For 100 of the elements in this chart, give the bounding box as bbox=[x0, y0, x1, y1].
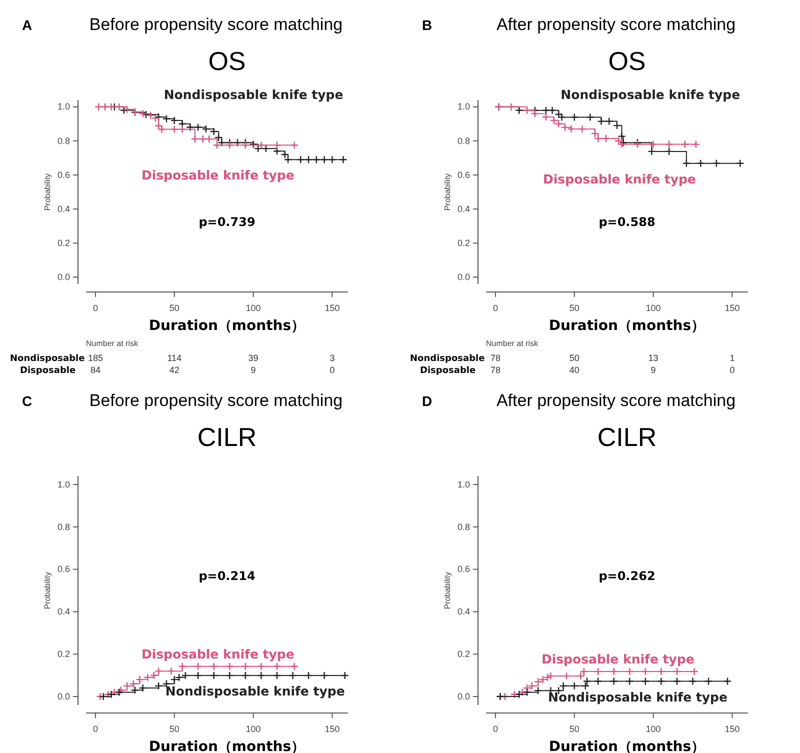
text: 39 bbox=[248, 353, 258, 363]
point bbox=[581, 682, 590, 690]
point bbox=[186, 123, 194, 132]
point bbox=[542, 112, 550, 122]
y-tick-label: 1.0 bbox=[457, 479, 470, 490]
point bbox=[210, 662, 218, 671]
point bbox=[515, 690, 524, 698]
chart-title: After propensity score matching bbox=[496, 15, 736, 34]
point bbox=[290, 141, 298, 150]
point bbox=[507, 102, 516, 111]
text: 3 bbox=[330, 353, 335, 363]
point bbox=[205, 134, 214, 144]
point bbox=[562, 672, 571, 680]
series-label: Nondisposable knife type bbox=[164, 86, 344, 102]
text: 9 bbox=[250, 365, 256, 375]
annotation: p=0.262 bbox=[598, 568, 656, 583]
point bbox=[107, 690, 116, 698]
point bbox=[122, 105, 132, 114]
point bbox=[175, 673, 184, 682]
x-tick-label: 50 bbox=[169, 303, 180, 313]
text: 0 bbox=[730, 365, 735, 375]
chart-subtitle: OS bbox=[608, 46, 646, 76]
point bbox=[534, 686, 542, 695]
point bbox=[107, 102, 116, 111]
y-tick-label: 0.4 bbox=[457, 204, 470, 214]
point bbox=[272, 662, 282, 671]
point bbox=[138, 110, 147, 118]
text: 1 bbox=[730, 353, 735, 363]
point bbox=[672, 677, 682, 686]
y-axis-title: Probability bbox=[443, 173, 452, 211]
point bbox=[272, 147, 282, 156]
point bbox=[736, 159, 744, 168]
point bbox=[570, 682, 578, 690]
y-tick-label: 0.4 bbox=[457, 606, 470, 617]
x-tick-label: 150 bbox=[324, 303, 340, 313]
y-axis-title: Probability bbox=[43, 173, 52, 211]
annotation: p=0.214 bbox=[198, 568, 256, 583]
point bbox=[648, 147, 656, 156]
point bbox=[649, 140, 658, 148]
point bbox=[704, 677, 713, 686]
point bbox=[559, 682, 568, 690]
point bbox=[657, 667, 666, 676]
point bbox=[543, 673, 552, 682]
point bbox=[202, 124, 210, 134]
text: 78 bbox=[490, 353, 500, 363]
chart-title: Before propensity score matching bbox=[89, 15, 343, 34]
point bbox=[576, 672, 585, 680]
point bbox=[272, 141, 282, 150]
point bbox=[241, 141, 250, 150]
text: 185 bbox=[88, 353, 103, 363]
x-tick-label: 100 bbox=[646, 303, 661, 313]
y-tick-label: 0.0 bbox=[457, 272, 470, 282]
y-tick-label: 0.0 bbox=[457, 691, 470, 702]
point bbox=[304, 671, 313, 680]
y-tick-label: 0.6 bbox=[457, 564, 470, 574]
point bbox=[641, 667, 650, 676]
text: 13 bbox=[648, 353, 658, 363]
point bbox=[136, 675, 144, 684]
point bbox=[580, 667, 588, 676]
point bbox=[162, 114, 171, 123]
point bbox=[610, 667, 618, 676]
series-label: Nondisposable knife type bbox=[548, 689, 728, 704]
point bbox=[518, 688, 526, 696]
point bbox=[154, 682, 163, 690]
point bbox=[150, 671, 158, 680]
point bbox=[170, 675, 178, 684]
point bbox=[680, 140, 689, 148]
y-tick-label: 1.0 bbox=[457, 102, 470, 112]
point bbox=[558, 113, 566, 122]
point bbox=[586, 113, 594, 122]
point bbox=[542, 106, 550, 114]
x-tick-label: 50 bbox=[169, 724, 180, 734]
series-label: Disposable knife type bbox=[541, 652, 694, 666]
text: 114 bbox=[167, 353, 182, 363]
x-tick-label: 150 bbox=[324, 724, 340, 734]
point bbox=[614, 136, 623, 145]
point bbox=[339, 156, 348, 164]
point bbox=[641, 677, 650, 686]
point bbox=[612, 121, 622, 130]
point bbox=[178, 120, 186, 128]
y-tick-label: 0.8 bbox=[57, 522, 70, 532]
text: Nondisposable bbox=[10, 354, 85, 364]
y-tick-label: 0.0 bbox=[57, 272, 70, 282]
text: 40 bbox=[569, 365, 580, 375]
text: B bbox=[422, 17, 432, 33]
y-axis-title: Probability bbox=[443, 572, 452, 610]
y-tick-label: 0.4 bbox=[57, 204, 70, 214]
point bbox=[602, 134, 610, 143]
point bbox=[241, 662, 250, 671]
point bbox=[696, 159, 705, 168]
point bbox=[328, 156, 336, 164]
chart-title: After propensity score matching bbox=[496, 391, 736, 410]
y-tick-label: 0.4 bbox=[57, 606, 70, 617]
point bbox=[288, 671, 297, 680]
point bbox=[618, 132, 626, 140]
point bbox=[682, 159, 691, 168]
text: C bbox=[22, 393, 32, 409]
point bbox=[605, 117, 614, 126]
y-tick-label: 0.2 bbox=[457, 648, 470, 659]
x-axis-title: Duration（months） bbox=[148, 318, 306, 334]
